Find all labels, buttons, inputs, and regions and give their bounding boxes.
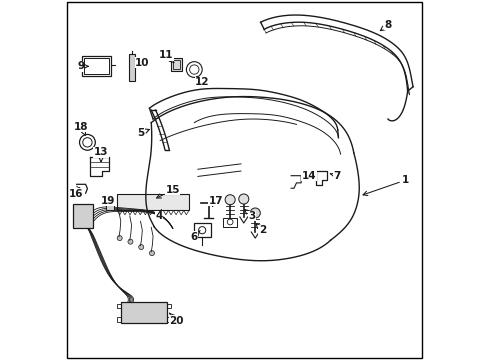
Text: 8: 8 [380,20,391,31]
Circle shape [149,251,154,256]
Text: 4: 4 [155,210,163,221]
Text: 15: 15 [156,185,180,198]
Bar [117,318,121,321]
Circle shape [128,239,133,244]
Circle shape [139,244,143,249]
Bar [84,58,108,74]
Text: 20: 20 [169,313,183,325]
Bar [167,304,171,308]
Text: 16: 16 [68,188,83,199]
Bar [167,318,171,321]
Bar [121,302,167,323]
Bar [82,56,110,76]
Text: 11: 11 [159,50,174,63]
Bar [193,223,210,237]
Text: 10: 10 [135,58,149,68]
Text: 7: 7 [329,171,340,181]
Bar [73,204,93,228]
Text: 12: 12 [195,77,209,87]
Text: 1: 1 [362,175,408,195]
Bar [129,54,135,81]
Text: 9: 9 [77,61,88,71]
Text: 2: 2 [256,224,265,235]
Text: 6: 6 [190,230,200,242]
Circle shape [117,235,122,240]
Bar [106,203,114,210]
Bar [117,194,188,211]
Bar [117,304,121,308]
Circle shape [238,194,248,204]
Text: 14: 14 [301,171,316,181]
Circle shape [224,195,235,205]
Text: 19: 19 [101,196,115,206]
Bar [171,58,182,71]
Text: 5: 5 [137,128,149,138]
Text: 18: 18 [74,122,88,135]
Bar [223,218,237,226]
Bar [172,60,180,69]
Circle shape [250,208,260,218]
Text: 13: 13 [94,147,108,162]
Text: 17: 17 [208,196,223,206]
Text: 3: 3 [244,210,255,221]
